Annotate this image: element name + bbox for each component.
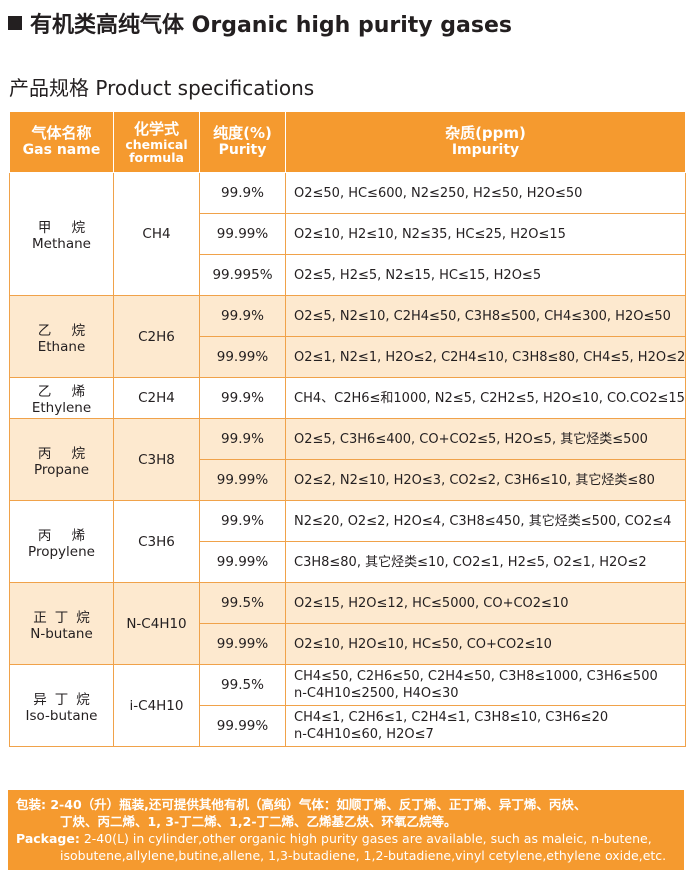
formula-cell: i-C4H10 (113, 664, 200, 747)
impurity-cell: O2≤50, HC≤600, N2≤250, H2≤50, H2O≤50 (285, 172, 686, 214)
package-cn-label: 包装: (16, 797, 46, 812)
impurity-cell: O2≤5, N2≤10, C2H4≤50, C3H8≤500, CH4≤300,… (285, 295, 686, 337)
impurity-cell: O2≤10, H2≤10, N2≤35, HC≤25, H2O≤15 (285, 213, 686, 255)
gas-name-cell: 甲 烷 Methane (9, 172, 114, 296)
header-gas-en: Gas name (22, 142, 101, 158)
formula-cell: CH4 (113, 172, 200, 296)
header-impurity-cn: 杂质(ppm) (445, 124, 526, 142)
purity-cell: 99.9% (199, 500, 286, 542)
purity-cell: 99.9% (199, 172, 286, 214)
purity-cell: 99.5% (199, 664, 286, 706)
table-row: 99.99% CH4≤1, C2H6≤1, C2H4≤1, C3H8≤10, C3… (10, 705, 686, 747)
header-impurity: 杂质(ppm) Impurity (285, 111, 686, 173)
purity-cell: 99.99% (199, 213, 286, 255)
table-row: 正丁烷 N-butane N-C4H10 99.5% O2≤15, H2O≤12, HC… (9, 582, 686, 665)
purity-cell: 99.9% (199, 295, 286, 337)
purity-cell: 99.99% (199, 459, 286, 501)
header-formula-en1: chemical (125, 136, 188, 152)
package-en-text1: 2-40(L) in cylinder,other organic high p… (79, 831, 652, 846)
gas-name-cn: 甲 烷 (37, 220, 94, 236)
impurity-cell: O2≤5, H2≤5, N2≤15, HC≤15, H2O≤5 (285, 254, 686, 296)
header-gas-cn: 气体名称 (31, 124, 92, 142)
gas-name-cn: 乙 烯 (37, 384, 94, 400)
package-cn-line2: 丁炔、丙二烯、1, 3-丁二烯、1,2-丁二烯、乙烯基乙炔、环氧乙烷等。 (60, 814, 457, 829)
package-en-label: Package: (16, 831, 80, 846)
table-row: 99.99% O2≤1, N2≤1, H2O≤2, C2H4≤10, C3H8≤8… (10, 336, 686, 378)
impurity-cell: O2≤2, N2≤10, H2O≤3, CO2≤2, C3H6≤10, 其它烃类… (285, 459, 686, 501)
package-cn-line1: 包装: 2-40（升）瓶装,还可提供其他有机（高纯）气体：如顺丁烯、反丁烯、正丁… (16, 796, 676, 813)
impurity-cell: O2≤1, N2≤1, H2O≤2, C2H4≤10, C3H8≤80, CH4… (285, 336, 686, 378)
header-purity-en: Purity (218, 142, 267, 158)
square-bullet-icon (8, 16, 22, 30)
impurity-cell: O2≤5, C3H6≤400, CO+CO2≤5, H2O≤5, 其它烃类≤50… (285, 418, 686, 460)
purity-cell: 99.9% (199, 377, 286, 419)
package-en-line1: Package: 2-40(L) in cylinder,other organ… (16, 830, 676, 847)
header-impurity-en: Impurity (451, 142, 520, 158)
gas-name-cell: 乙 烷 Ethane (9, 295, 114, 378)
impurity-cell: O2≤15, H2O≤12, HC≤5000, CO+CO2≤10 (285, 582, 686, 624)
header-formula: 化学式 chemical formula (113, 111, 200, 173)
purity-cell: 99.99% (199, 705, 286, 747)
page-title: 有机类高纯气体 Organic high purity gases (8, 6, 512, 40)
table-row: 丙 烯 Propylene C3H6 99.9% N2≤20, O2≤2, H2O≤4,… (9, 500, 686, 583)
purity-cell: 99.995% (199, 254, 286, 296)
table-row: 丙 烷 Propane C3H8 99.9% O2≤5, C3H6≤400, CO+CO… (9, 418, 686, 501)
package-note: 包装: 2-40（升）瓶装,还可提供其他有机（高纯）气体：如顺丁烯、反丁烯、正丁… (8, 790, 684, 870)
impurity-cell: C3H8≤80, 其它烃类≤10, CO2≤1, H2≤5, O2≤1, H2O… (285, 541, 686, 583)
table-header-row: 气体名称 Gas name 化学式 chemical formula 纯度(%)… (9, 111, 686, 173)
section-title: 产品规格 Product specifications (9, 76, 315, 100)
table-row: 99.99% O2≤10, H2≤10, N2≤35, HC≤25, H2O≤15 (10, 213, 686, 255)
page-title-text: 有机类高纯气体 Organic high purity gases (30, 13, 513, 38)
gas-name-cn: 丙 烯 (37, 527, 94, 544)
purity-cell: 99.5% (199, 582, 286, 624)
gas-name-cn: 丙 烷 (37, 445, 94, 462)
gas-name-cell: 异丁烷 Iso-butane (9, 664, 114, 747)
header-gas-name: 气体名称 Gas name (9, 111, 114, 173)
table-row: 乙 烯 Ethylene C2H4 99.9% CH4、C2H6≤和1000, N2≤5… (9, 377, 686, 419)
formula-cell: C3H8 (113, 418, 200, 501)
formula-cell: N-C4H10 (113, 582, 200, 665)
purity-cell: 99.99% (199, 541, 286, 583)
gas-name-cell: 乙 烯 Ethylene (9, 377, 114, 419)
header-formula-cn: 化学式 (133, 119, 179, 138)
table-row: 甲 烷 Methane CH4 99.9% O2≤50, HC≤600, N2≤250,… (9, 172, 686, 296)
header-purity: 纯度(%) Purity (199, 111, 286, 173)
gas-name-cell: 正丁烷 N-butane (9, 582, 114, 665)
table-row: 99.99% O2≤2, N2≤10, H2O≤3, CO2≤2, C3H6≤10… (10, 459, 686, 501)
table-body: 甲 烷 Methane CH4 99.9% O2≤50, HC≤600, N2≤250,… (9, 172, 686, 747)
table-row: 99.995% O2≤5, H2≤5, N2≤15, HC≤15, H2O≤5 (10, 254, 686, 296)
impurity-cell: CH4、C2H6≤和1000, N2≤5, C2H2≤5, H2O≤10, CO… (285, 377, 686, 419)
table-row: 乙 烷 Ethane C2H6 99.9% O2≤5, N2≤10, C2H4≤50, … (9, 295, 686, 378)
package-cn-text1: 2-40（升）瓶装,还可提供其他有机（高纯）气体：如顺丁烯、反丁烯、正丁烯、异丁… (50, 797, 587, 812)
spec-table: 气体名称 Gas name 化学式 chemical formula 纯度(%)… (9, 111, 686, 747)
table-row: 异丁烷 Iso-butane i-C4H10 99.5% CH4≤50, C2H6≤50… (9, 664, 686, 747)
header-purity-cn: 纯度(%) (213, 124, 272, 142)
impurity-cell: CH4≤50, C2H6≤50, C2H4≤50, C3H8≤1000, C3H… (285, 664, 686, 706)
purity-cell: 99.99% (199, 623, 286, 665)
gas-name-en: Methane (32, 236, 91, 252)
impurity-cell: CH4≤1, C2H6≤1, C2H4≤1, C3H8≤10, C3H6≤20 … (285, 705, 686, 747)
package-en-line2: isobutene,allylene,butine,allene, 1,3-bu… (60, 848, 667, 863)
gas-name-en: Propylene (28, 543, 95, 560)
gas-name-cn: 正丁烷 (33, 609, 98, 626)
formula-cell: C3H6 (113, 500, 200, 583)
gas-name-en: Propane (33, 461, 90, 478)
purity-cell: 99.99% (199, 336, 286, 378)
table-row: 99.99% C3H8≤80, 其它烃类≤10, CO2≤1, H2≤5, O2≤… (10, 541, 686, 583)
gas-name-cn: 乙 烷 (37, 322, 94, 339)
table-row: 99.99% O2≤10, H2O≤10, HC≤50, CO+CO2≤10 (10, 623, 686, 665)
formula-cell: C2H4 (113, 377, 200, 419)
gas-name-cn: 异丁烷 (33, 691, 98, 708)
gas-name-en: N-butane (30, 625, 93, 642)
formula-cell: C2H6 (113, 295, 200, 378)
gas-name-en: Iso-butane (25, 707, 98, 724)
gas-name-en: Ethane (37, 338, 86, 355)
header-formula-en2: formula (129, 149, 184, 165)
gas-name-cell: 丙 烷 Propane (9, 418, 114, 501)
gas-name-cell: 丙 烯 Propylene (9, 500, 114, 583)
purity-cell: 99.9% (199, 418, 286, 460)
gas-name-en: Ethylene (31, 400, 92, 416)
impurity-cell: O2≤10, H2O≤10, HC≤50, CO+CO2≤10 (285, 623, 686, 665)
impurity-cell: N2≤20, O2≤2, H2O≤4, C3H8≤450, 其它烃类≤500, … (285, 500, 686, 542)
